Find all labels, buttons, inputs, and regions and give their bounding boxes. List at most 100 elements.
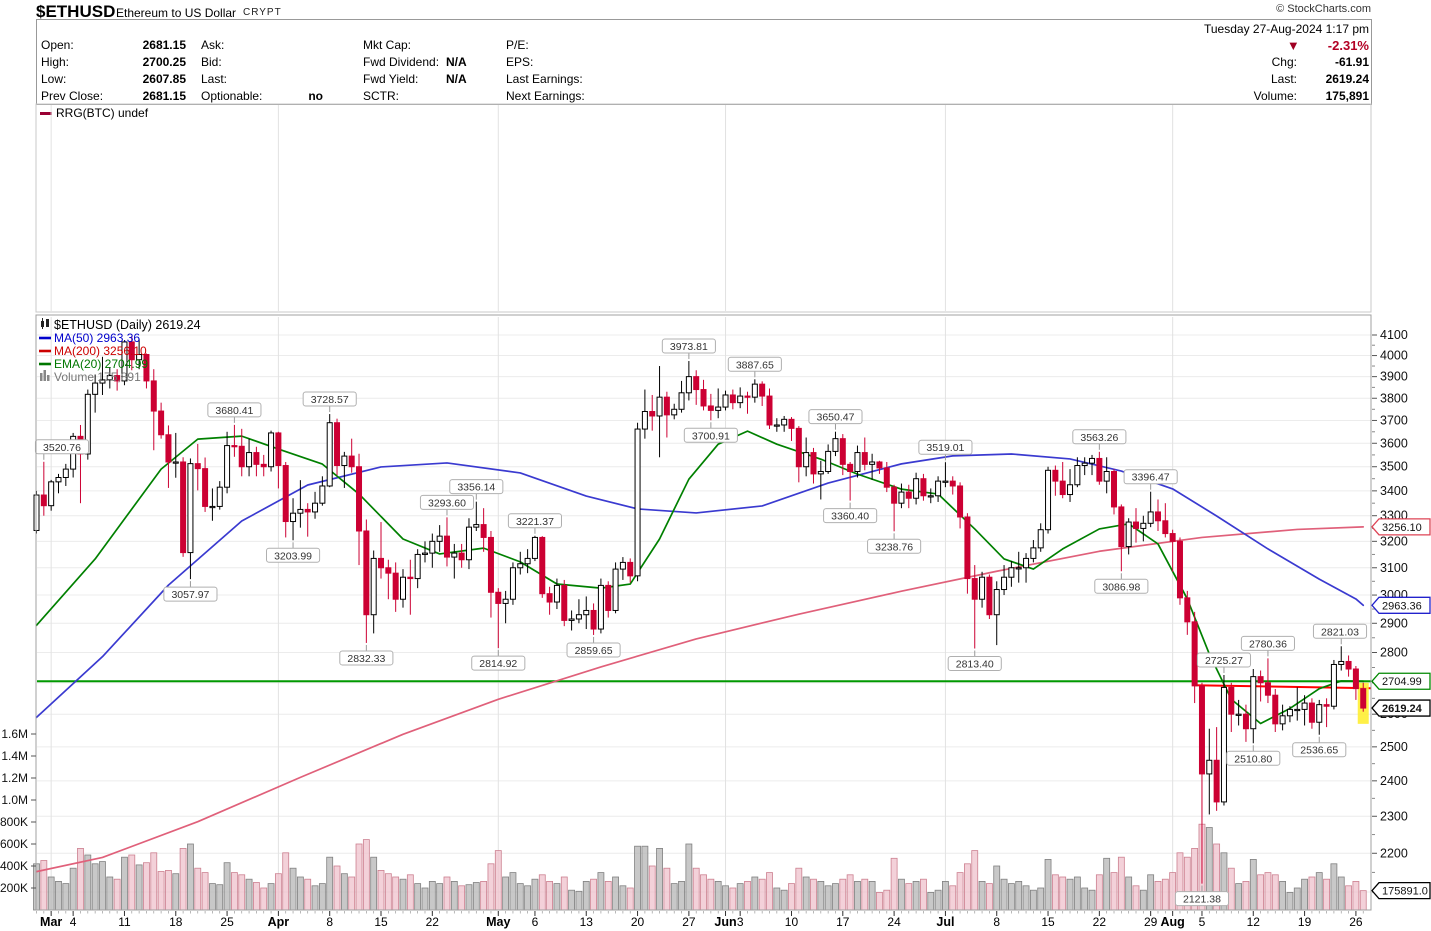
- svg-text:$ETHUSD (Daily) 2619.24: $ETHUSD (Daily) 2619.24: [54, 318, 201, 332]
- svg-text:3086.98: 3086.98: [1102, 581, 1140, 593]
- rrg-indicator-legend: RRG(BTC) undef: [40, 106, 148, 120]
- svg-text:3728.57: 3728.57: [311, 394, 349, 406]
- prev-close-label: Prev Close:: [41, 89, 104, 103]
- svg-text:May: May: [486, 915, 510, 929]
- svg-text:Apr: Apr: [268, 915, 290, 929]
- svg-text:2780.36: 2780.36: [1249, 638, 1287, 650]
- svg-text:2400: 2400: [1380, 774, 1408, 788]
- high-value: 2700.25: [142, 55, 186, 69]
- svg-text:400K: 400K: [0, 859, 28, 873]
- svg-text:2510.80: 2510.80: [1234, 753, 1272, 765]
- last-price-value: 2619.24: [1325, 72, 1369, 86]
- svg-text:3887.65: 3887.65: [736, 359, 774, 371]
- svg-text:15: 15: [374, 915, 388, 929]
- svg-text:2859.65: 2859.65: [575, 645, 613, 657]
- svg-text:2725.27: 2725.27: [1205, 655, 1243, 667]
- svg-text:2121.38: 2121.38: [1183, 894, 1221, 906]
- volume-label: Volume:: [1253, 89, 1297, 103]
- low-value: 2607.85: [142, 72, 186, 86]
- fwd-yield-value: N/A: [446, 72, 467, 86]
- main-panel-border: [35, 314, 1372, 911]
- ema20-line: [35, 430, 1365, 725]
- svg-text:15: 15: [1041, 915, 1055, 929]
- svg-text:24: 24: [887, 915, 901, 929]
- svg-text:25: 25: [220, 915, 234, 929]
- svg-text:2500: 2500: [1380, 740, 1408, 754]
- svg-text:20: 20: [631, 915, 645, 929]
- ask-label: Ask:: [201, 38, 225, 52]
- svg-text:3057.97: 3057.97: [171, 589, 209, 601]
- pe-label: P/E:: [506, 38, 529, 52]
- svg-text:29: 29: [1144, 915, 1158, 929]
- symbol-exchange: CRYPT: [243, 7, 282, 18]
- change-percent: -2.31%: [1327, 38, 1369, 53]
- svg-text:6: 6: [532, 915, 539, 929]
- svg-text:8: 8: [326, 915, 333, 929]
- svg-text:1.0M: 1.0M: [1, 793, 28, 807]
- svg-text:8: 8: [993, 915, 1000, 929]
- svg-text:800K: 800K: [0, 815, 28, 829]
- svg-text:2619.24: 2619.24: [1382, 703, 1423, 715]
- svg-text:3203.99: 3203.99: [274, 550, 312, 562]
- copyright: © StockCharts.com: [1276, 3, 1371, 15]
- mktcap-label: Mkt Cap:: [363, 38, 412, 52]
- svg-text:2704.99: 2704.99: [1382, 676, 1422, 688]
- svg-text:2536.65: 2536.65: [1300, 745, 1338, 757]
- svg-text:2200: 2200: [1380, 846, 1408, 860]
- low-label: Low:: [41, 72, 67, 86]
- rrg-line-swatch-icon: [40, 112, 52, 116]
- rrg-legend-text: RRG(BTC) undef: [56, 106, 149, 120]
- svg-text:1.2M: 1.2M: [1, 771, 28, 785]
- volume-axis: 1.6M 1.4M 1.2M 1.0M 800K 600K 400K 200K: [0, 727, 36, 895]
- svg-text:17: 17: [836, 915, 850, 929]
- svg-text:2821.03: 2821.03: [1321, 626, 1359, 638]
- price-annotations: 3520.76 3057.97 3680.41 3203.99 3728.57 2832.…: [34, 338, 1368, 907]
- volume-bars: [33, 823, 1367, 911]
- svg-text:3256.10: 3256.10: [1382, 522, 1422, 534]
- svg-text:3900: 3900: [1380, 370, 1408, 384]
- svg-text:175891.0: 175891.0: [1382, 886, 1428, 898]
- svg-text:3700.91: 3700.91: [692, 430, 730, 442]
- svg-text:3650.47: 3650.47: [816, 412, 854, 424]
- open-value: 2681.15: [142, 38, 186, 52]
- svg-text:3293.60: 3293.60: [428, 497, 466, 509]
- svg-text:2800: 2800: [1380, 645, 1408, 659]
- svg-text:Volume 175,891: Volume 175,891: [54, 370, 141, 384]
- rrg-panel: [35, 103, 1372, 313]
- svg-text:1.4M: 1.4M: [1, 749, 28, 763]
- svg-text:3680.41: 3680.41: [215, 405, 253, 417]
- high-label: High:: [41, 55, 70, 69]
- svg-text:13: 13: [580, 915, 594, 929]
- chg-label: Chg:: [1271, 55, 1297, 69]
- svg-text:2300: 2300: [1380, 809, 1408, 823]
- svg-text:2814.92: 2814.92: [479, 658, 517, 670]
- svg-text:3800: 3800: [1380, 391, 1408, 405]
- svg-text:27: 27: [682, 915, 696, 929]
- svg-text:18: 18: [169, 915, 183, 929]
- svg-text:12: 12: [1247, 915, 1261, 929]
- svg-text:Jun: Jun: [714, 915, 736, 929]
- last-price-label: Last:: [1270, 72, 1297, 86]
- ma50-line: [35, 453, 1365, 719]
- svg-text:3221.37: 3221.37: [516, 516, 554, 528]
- prev-close-value: 2681.15: [142, 89, 186, 103]
- optionable-value: no: [308, 89, 323, 103]
- sctr-label: SCTR:: [363, 89, 399, 103]
- next-earnings-label: Next Earnings:: [506, 89, 585, 103]
- svg-text:22: 22: [426, 915, 440, 929]
- svg-text:3396.47: 3396.47: [1132, 472, 1170, 484]
- down-arrow-icon: ▼: [1286, 38, 1300, 53]
- svg-text:3238.76: 3238.76: [875, 541, 913, 553]
- volume-bars-icon: [40, 370, 50, 381]
- volume-value: 175,891: [1325, 89, 1369, 103]
- candlesticks: [33, 336, 1367, 884]
- fwd-yield-label: Fwd Yield:: [363, 72, 419, 86]
- svg-text:3356.14: 3356.14: [457, 482, 495, 494]
- svg-text:3700: 3700: [1380, 413, 1408, 427]
- svg-text:3500: 3500: [1380, 460, 1408, 474]
- ma200-line: [35, 526, 1365, 873]
- svg-text:2832.33: 2832.33: [347, 653, 385, 665]
- optionable-label: Optionable:: [201, 89, 263, 103]
- svg-text:3600: 3600: [1380, 436, 1408, 450]
- svg-text:200K: 200K: [0, 881, 28, 895]
